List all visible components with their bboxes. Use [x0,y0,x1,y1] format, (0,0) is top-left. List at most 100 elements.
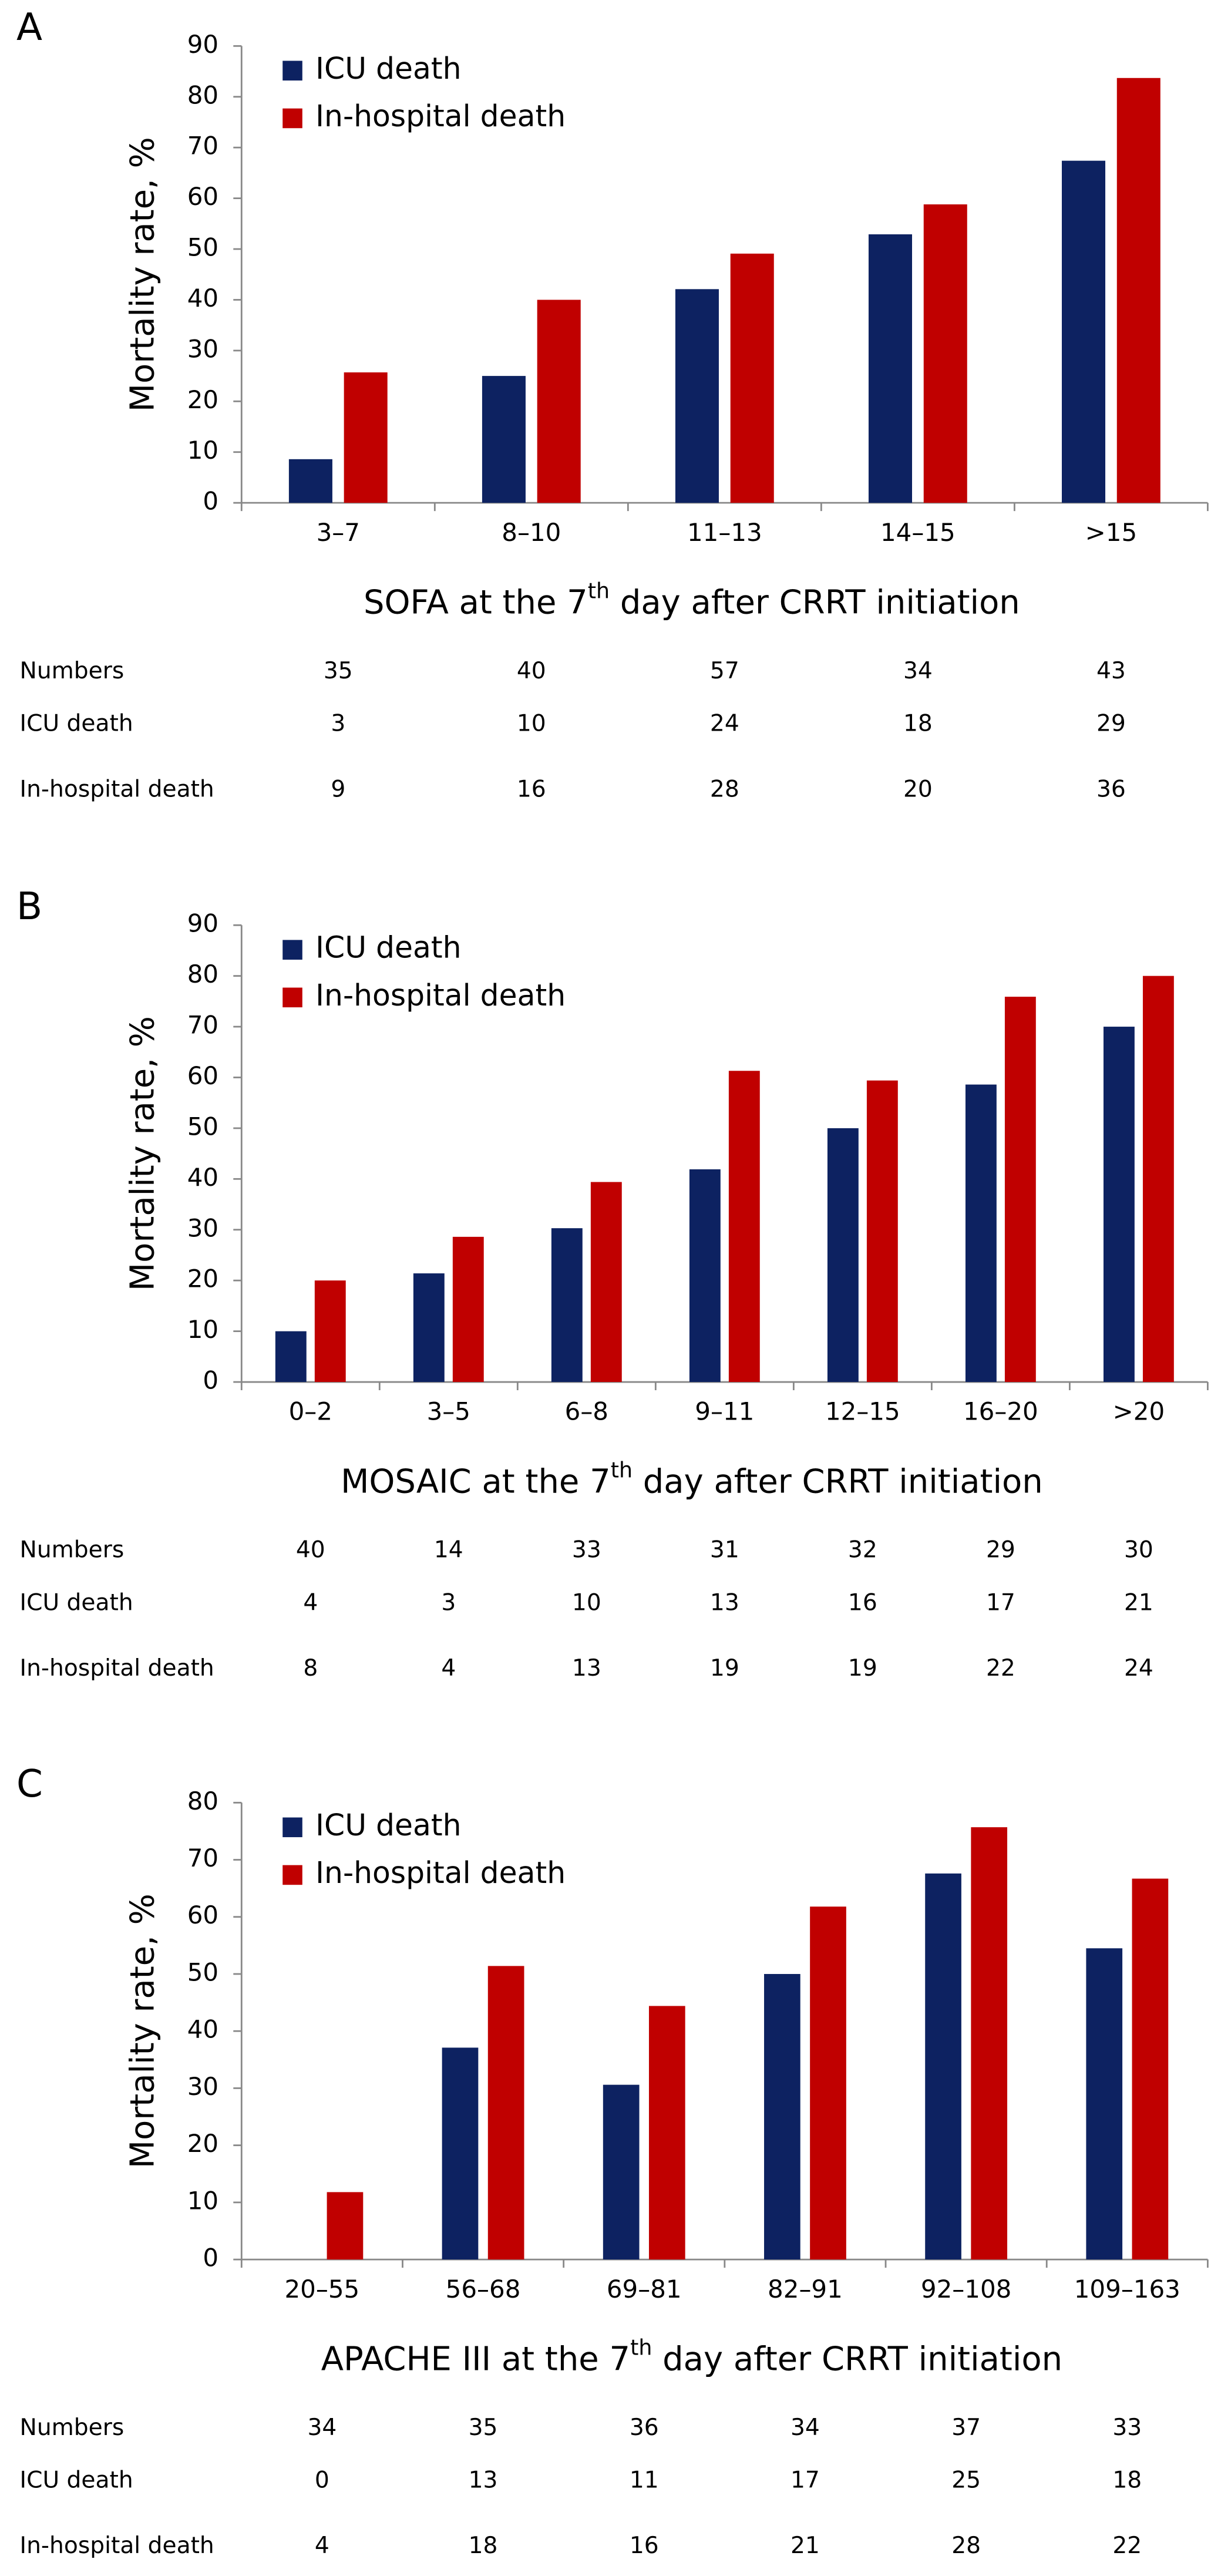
bar [675,289,719,503]
table-cell: 21 [1124,1589,1153,1616]
bar [810,1906,846,2260]
y-tick-label: 40 [187,284,218,312]
bar [482,376,526,503]
table-cell: 34 [790,2414,820,2441]
table-cell: 17 [986,1589,1015,1616]
bar [551,1228,583,1383]
y-tick-label: 60 [187,1061,218,1090]
table-cell: 28 [951,2533,981,2559]
x-axis-title: APACHE III at the 7th day after CRRT ini… [321,2335,1062,2379]
table-cell: 3 [331,710,345,737]
x-axis-title-part: th [588,578,610,603]
x-tick-label: 9–11 [695,1397,754,1426]
bar [275,1331,307,1383]
x-tick-label: 11–13 [687,518,762,547]
table-cell: 34 [307,2414,337,2441]
bar [1116,78,1160,503]
table-cell: 57 [710,658,739,684]
bar [827,1128,859,1383]
table-cell: 19 [848,1655,877,1682]
table-cell: 4 [303,1589,318,1616]
table-cell: 4 [315,2533,329,2559]
x-tick-label: 12–15 [825,1397,900,1426]
bar [344,372,388,503]
y-tick-label: 80 [187,960,218,988]
panel-label: A [16,5,42,49]
table-cell: 4 [441,1655,456,1682]
y-tick-label: 80 [187,80,218,109]
y-tick-label: 10 [187,436,218,465]
y-tick-label: 10 [187,1315,218,1344]
table-cell: 13 [710,1589,739,1616]
table-cell: 35 [324,658,353,684]
x-tick-label: 6–8 [565,1397,608,1426]
x-axis-title-part: day after CRRT initiation [652,2340,1062,2379]
bar [965,1084,997,1383]
table-cell: 0 [315,2467,329,2493]
x-axis-title-part: APACHE III at the 7 [321,2340,630,2379]
table-cell: 22 [986,1655,1015,1682]
y-tick-label: 90 [187,909,218,938]
legend-label: In-hospital death [315,978,566,1013]
table-row-label: ICU death [20,2467,133,2493]
y-tick-label: 10 [187,2186,218,2215]
table-cell: 10 [572,1589,601,1616]
table-cell: 16 [848,1589,877,1616]
y-tick-label: 20 [187,2129,218,2158]
bar [925,1873,961,2260]
x-axis-title: MOSAIC at the 7th day after CRRT initiat… [341,1457,1043,1501]
bar [728,1071,760,1383]
y-tick-label: 50 [187,1112,218,1141]
table-cell: 10 [517,710,546,737]
table-cell: 29 [986,1537,1015,1563]
x-axis-title: SOFA at the 7th day after CRRT initiatio… [364,578,1020,622]
y-tick-label: 30 [187,334,218,363]
bar [1103,1027,1135,1383]
bar [288,459,332,503]
bar [452,1236,484,1383]
table-cell: 13 [572,1655,601,1682]
panel-label: C [16,1762,43,1806]
x-tick-label: 3–7 [317,518,360,547]
table-cell: 29 [1096,710,1126,737]
table-row-label: Numbers [20,2414,125,2441]
panel-label: B [16,885,42,929]
bar [971,1827,1008,2260]
table-cell: 32 [848,1537,877,1563]
legend-swatch [282,108,302,129]
bar [487,1966,524,2260]
table-cell: 17 [790,2467,820,2493]
table-cell: 22 [1112,2533,1142,2559]
bar [866,1080,898,1383]
table-cell: 18 [903,710,933,737]
table-cell: 16 [517,776,546,802]
table-row-label: ICU death [20,710,133,737]
legend-swatch [282,940,302,960]
x-tick-label: 3–5 [427,1397,470,1426]
y-axis-title: Mortality rate, % [123,137,162,412]
table-cell: 24 [710,710,739,737]
bar [1004,997,1036,1383]
y-tick-label: 50 [187,233,218,262]
x-tick-label: 16–20 [963,1397,1038,1426]
x-tick-label: 92–108 [921,2275,1011,2303]
bar [537,300,581,503]
y-tick-label: 0 [203,2244,218,2272]
table-cell: 11 [630,2467,659,2493]
legend-label: In-hospital death [315,1855,566,1890]
x-axis-title-part: SOFA at the 7 [364,584,588,622]
bar [868,234,912,503]
bar [730,253,774,503]
bar [327,2192,364,2260]
y-tick-label: 70 [187,1011,218,1040]
table-cell: 36 [1096,776,1126,802]
table-cell: 43 [1096,658,1126,684]
bar [764,1973,800,2260]
legend-swatch [282,1817,302,1838]
bar [442,2047,479,2260]
table-cell: 37 [951,2414,981,2441]
x-axis-title-part: day after CRRT initiation [610,584,1020,622]
table-cell: 20 [903,776,933,802]
table-cell: 19 [710,1655,739,1682]
